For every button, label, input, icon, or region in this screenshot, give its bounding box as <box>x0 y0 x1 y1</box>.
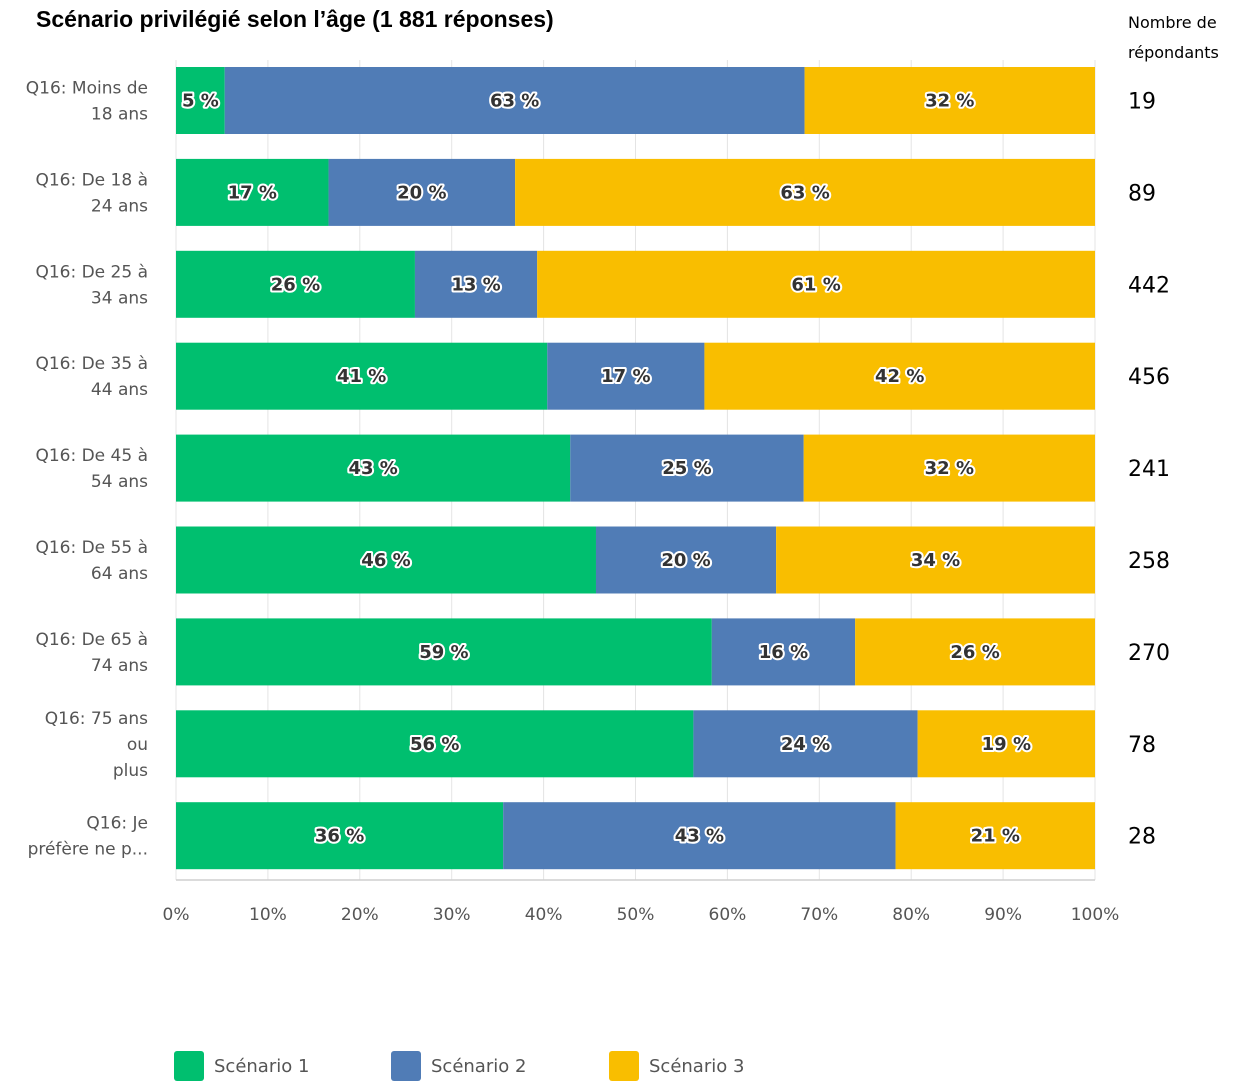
respondents-column-header: Nombre de répondants <box>1128 8 1219 68</box>
respondent-count: 241 <box>1128 457 1170 482</box>
bar-segment <box>917 710 1095 778</box>
x-tick-label: 50% <box>617 905 655 925</box>
data-label: 32 % <box>925 458 974 479</box>
y-category-label: Q16: De 55 à 64 ans <box>35 538 148 584</box>
bar-segment <box>176 342 548 410</box>
data-label: 17 % <box>228 182 277 203</box>
chart-title: Scénario privilégié selon l’âge (1 881 r… <box>36 6 554 32</box>
y-category-label: Q16: 75 ans ou plus <box>45 709 148 781</box>
legend-label-scenario-2: Scénario 2 <box>431 1055 527 1077</box>
data-label: 42 % <box>875 366 924 387</box>
data-label: 26 % <box>271 274 320 295</box>
respondent-count: 270 <box>1128 641 1170 666</box>
x-tick-label: 70% <box>800 905 838 925</box>
bar-segment <box>224 67 805 134</box>
data-label: 59 % <box>419 642 468 663</box>
data-label: 24 % <box>781 734 830 755</box>
respondent-count: 28 <box>1128 825 1156 850</box>
data-label: 46 % <box>361 550 410 571</box>
y-category-label: Q16: De 18 à 24 ans <box>35 170 148 216</box>
data-label: 21 % <box>971 826 1020 847</box>
legend-label-scenario-3: Scénario 3 <box>649 1055 745 1077</box>
bar-segment <box>776 526 1095 594</box>
data-label: 63 % <box>780 182 829 203</box>
bar-segment <box>176 250 415 318</box>
legend-swatch-scenario-2 <box>391 1051 421 1081</box>
respondents-header-line-2: répondants <box>1128 43 1219 62</box>
respondent-count: 456 <box>1128 365 1170 390</box>
y-category-label: Q16: De 65 à 74 ans <box>35 630 148 676</box>
y-category-label: Q16: De 35 à 44 ans <box>35 354 148 400</box>
x-tick-label: 90% <box>984 905 1022 925</box>
y-category-label: Q16: De 45 à 54 ans <box>35 446 148 492</box>
bar-segment <box>503 802 896 870</box>
x-tick-label: 20% <box>341 905 379 925</box>
data-label: 13 % <box>451 274 500 295</box>
data-label: 17 % <box>601 366 650 387</box>
x-tick-label: 60% <box>709 905 747 925</box>
legend-label-scenario-1: Scénario 1 <box>214 1055 310 1077</box>
bar-segment <box>328 158 516 226</box>
respondents-header-line-1: Nombre de <box>1128 13 1217 32</box>
bar-segment <box>515 158 1095 226</box>
legend-swatch-scenario-3 <box>609 1051 639 1081</box>
x-tick-label: 40% <box>525 905 563 925</box>
y-category-label: Q16: Moins de 18 ans <box>26 79 148 125</box>
data-label: 32 % <box>925 91 974 112</box>
respondent-count: 89 <box>1128 181 1156 206</box>
data-label: 41 % <box>337 366 386 387</box>
bar-segment <box>176 618 712 686</box>
data-label: 36 % <box>315 826 364 847</box>
bar-segment <box>804 67 1095 134</box>
respondent-count: 258 <box>1128 549 1170 574</box>
y-category-label: Q16: Je préfère ne p... <box>28 814 148 860</box>
respondent-count: 442 <box>1128 273 1170 298</box>
bar-segment <box>176 802 504 870</box>
bar-segment <box>547 342 705 410</box>
data-label: 20 % <box>661 550 710 571</box>
data-label: 43 % <box>675 826 724 847</box>
y-category-label: Q16: De 25 à 34 ans <box>35 262 148 308</box>
data-label: 61 % <box>791 274 840 295</box>
bar-segment <box>570 434 804 502</box>
data-label: 20 % <box>397 182 446 203</box>
bar-segment <box>176 158 329 226</box>
legend-item-scenario-2: Scénario 2 <box>391 1050 526 1082</box>
data-label: 56 % <box>410 734 459 755</box>
respondent-count: 78 <box>1128 733 1156 758</box>
data-label: 19 % <box>982 734 1031 755</box>
legend-item-scenario-1: Scénario 1 <box>174 1050 309 1082</box>
data-label: 26 % <box>950 642 999 663</box>
legend-swatch-scenario-1 <box>174 1051 204 1081</box>
x-tick-label: 30% <box>433 905 471 925</box>
bar-segment <box>537 250 1095 318</box>
stacked-bar-chart: 0% 10% 20% 30% 40% 50% 60% 70% 80% 90% 100% 5 % 63 %… <box>26 60 1170 925</box>
bar-segment <box>414 250 538 318</box>
respondent-count: 19 <box>1128 90 1156 115</box>
bar-segment <box>176 710 694 778</box>
x-tick-label: 100% <box>1071 905 1120 925</box>
bar-segment <box>704 342 1095 410</box>
bar-segment <box>595 526 777 594</box>
bar-segment <box>176 526 596 594</box>
bar-segment <box>176 434 571 502</box>
data-label: 34 % <box>911 550 960 571</box>
legend-item-scenario-3: Scénario 3 <box>609 1050 744 1082</box>
bar-segment <box>176 67 225 134</box>
x-tick-label: 0% <box>163 905 190 925</box>
bar-segment <box>693 710 918 778</box>
x-tick-label: 10% <box>249 905 287 925</box>
x-tick-label: 80% <box>892 905 930 925</box>
data-label: 5 % <box>182 91 219 112</box>
bar-segment <box>803 434 1095 502</box>
data-label: 63 % <box>490 91 539 112</box>
data-label: 25 % <box>662 458 711 479</box>
bar-segment <box>855 618 1095 686</box>
bar-segment <box>895 802 1095 870</box>
data-label: 16 % <box>759 642 808 663</box>
bar-segment <box>711 618 856 686</box>
data-label: 43 % <box>348 458 397 479</box>
